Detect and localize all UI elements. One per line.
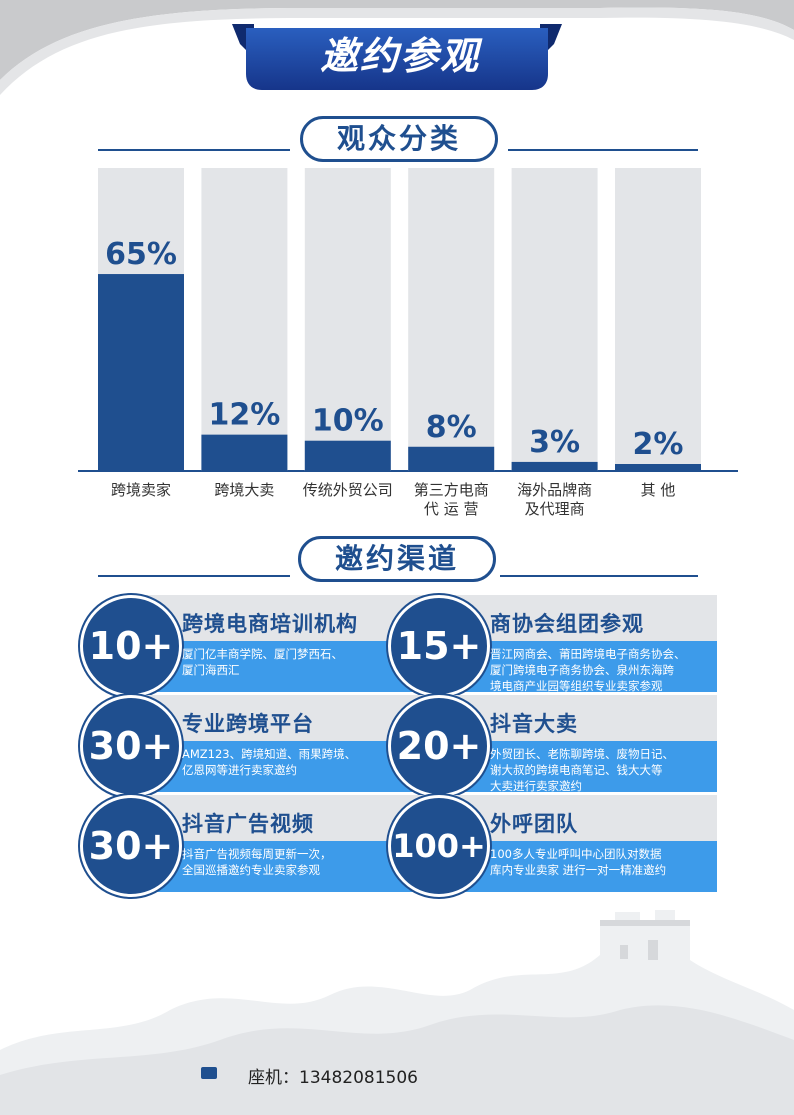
chart-bar [304,440,391,471]
channel-description-line: 厦门海西汇 [182,663,240,677]
chart-category-label: 及代理商 [525,500,585,518]
channel-description: 晋江网商会、莆田跨境电子商务协会、 厦门跨境电子商务协会、泉州东海跨 境电商产业园等… [490,646,686,694]
chart-value-label: 2% [633,427,684,462]
channel-title: 外呼团队 [490,812,578,836]
chart-category-label: 跨境卖家 [111,481,171,499]
section-divider-right [500,575,698,577]
channel-description: 厦门亿丰商学院、厦门梦西石、 厦门海西汇 [182,646,343,678]
channel-title: 抖音广告视频 [182,812,314,836]
chart-value-label: 12% [208,398,280,433]
channel-count-badge: 100+ [388,795,490,897]
chart-value-label: 8% [426,410,477,445]
channel-description-line: 厦门亿丰商学院、厦门梦西石、 [182,647,343,661]
channel-description-line: 境电商产业园等组织专业卖家参观 [490,679,663,693]
section-divider-right [508,149,698,151]
chart-bar-track [408,168,495,471]
channel-description-line: 外贸团长、老陈聊跨境、废物日记、 [490,747,674,761]
phone-icon [201,1067,217,1079]
channel-description: 100多人专业呼叫中心团队对数据 库内专业卖家 进行一对一精准邀约 [490,846,666,878]
chart-bar [511,461,598,471]
channel-title: 跨境电商培训机构 [182,612,358,636]
chart-bar [615,464,701,471]
chart-category-label: 第三方电商 [414,481,489,499]
channel-description-line: AMZ123、跨境知道、雨果跨境、 [182,747,357,761]
channel-title: 专业跨境平台 [182,712,314,736]
chart-category-label: 其 他 [641,481,676,499]
great-wall-illustration [0,910,794,1115]
chart-bar-track [304,168,391,471]
title-banner [232,24,562,90]
chart-category-label: 传统外贸公司 [303,481,393,499]
chart-bar [408,446,495,471]
page-title: 邀约参观 [319,34,480,78]
channel-description-line: 大卖进行卖家邀约 [490,779,582,793]
channel-count-badge: 30+ [80,795,182,897]
top-swoosh-decoration [0,0,794,95]
channel-count-badge: 30+ [80,695,182,797]
chart-bar-track [201,168,288,471]
chart-value-label: 3% [529,425,580,460]
channel-title: 抖音大卖 [490,712,578,736]
chart-category-label: 跨境大卖 [214,481,274,499]
chart-category-label: 代 运 营 [424,500,479,518]
chart-bar [98,274,184,471]
channel-description: 外贸团长、老陈聊跨境、废物日记、 谢大叔的跨境电商笔记、钱大大等 大卖进行卖家邀约 [490,746,674,794]
section-divider-left [98,149,290,151]
section-divider-left [98,575,290,577]
chart-bar-track [615,168,701,471]
section-title-channels: 邀约渠道 [298,536,496,582]
channel-description-line: 谢大叔的跨境电商笔记、钱大大等 [490,763,663,777]
channel-count-badge: 15+ [388,595,490,697]
section-title-audience: 观众分类 [300,116,498,162]
channel-description-line: 库内专业卖家 进行一对一精准邀约 [490,863,667,877]
chart-value-label: 65% [105,237,177,272]
channel-count-badge: 20+ [388,695,490,797]
channel-description: AMZ123、跨境知道、雨果跨境、 亿恩网等进行卖家邀约 [182,746,356,778]
channel-description-line: 100多人专业呼叫中心团队对数据 [490,847,662,861]
channel-description-line: 全国巡播邀约专业卖家参观 [182,863,320,877]
channel-description-line: 晋江网商会、莆田跨境电子商务协会、 [490,647,686,661]
footer-phone: 座机：13482081506 [248,1068,418,1088]
chart-bar [201,434,288,471]
chart-value-label: 10% [312,404,384,439]
channel-count-badge: 10+ [80,595,182,697]
chart-category-label: 海外品牌商 [517,481,592,499]
channel-title: 商协会组团参观 [490,612,644,636]
channel-description-line: 亿恩网等进行卖家邀约 [182,763,297,777]
channel-description-line: 抖音广告视频每周更新一次， [182,847,332,861]
channel-description: 抖音广告视频每周更新一次， 全国巡播邀约专业卖家参观 [182,846,332,878]
chart-bar-track [511,168,598,471]
channel-description-line: 厦门跨境电子商务协会、泉州东海跨 [490,663,674,677]
